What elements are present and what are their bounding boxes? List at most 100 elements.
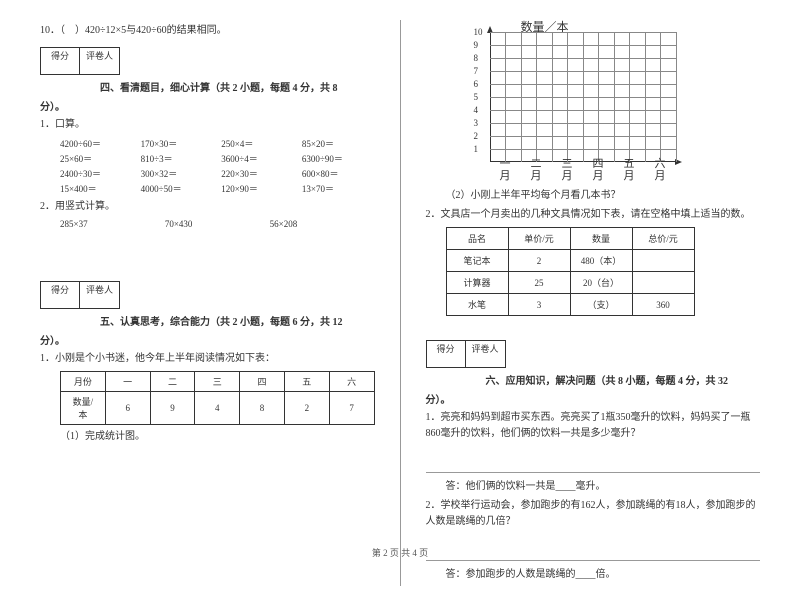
calc-item: 13×70＝ [302,182,375,195]
table-cell [632,250,694,272]
calc-item: 4200÷60＝ [60,137,133,150]
x-tick-label: 四月 [593,158,604,182]
calc-item: 25×60＝ [60,152,133,165]
calc-item: 120×90＝ [221,182,294,195]
y-tick-label: 4 [474,105,479,115]
left-column: 10．（ ）420÷12×5与420÷60的结果相同。 得分 评卷人 四、看清题… [40,20,375,586]
vertical-calc: 285×37 70×430 56×208 [60,219,375,229]
table-header: 五 [284,372,329,392]
table-cell: 6 [105,392,150,425]
calc-item: 3600÷4＝ [221,152,294,165]
table-cell: 3 [508,294,570,316]
section-5-title: 五、认真思考，综合能力（共 2 小题，每题 6 分，共 12 [100,313,375,328]
vcalc-item: 56×208 [270,219,375,229]
x-tick-label: 二月 [531,158,542,182]
table-header: 数量 [570,228,632,250]
table-cell: 480（本） [570,250,632,272]
grid-area [490,32,676,162]
calc-item: 2400÷30＝ [60,167,133,180]
grid-line-v [614,32,615,162]
grid-line-v [536,32,537,162]
table-header: 一 [105,372,150,392]
column-divider [400,20,401,586]
x-tick-label: 六月 [655,158,666,182]
calc-item: 85×20＝ [302,137,375,150]
table-header: 二 [150,372,195,392]
table-header: 六 [329,372,374,392]
x-tick-label: 五月 [624,158,635,182]
vcalc-item: 285×37 [60,219,165,229]
y-tick-label: 10 [474,27,483,37]
calc-item: 15×400＝ [60,182,133,195]
calc-item: 4000÷50＝ [141,182,214,195]
table-cell: 笔记本 [446,250,508,272]
table-cell: 8 [240,392,285,425]
table-cell: 2 [284,392,329,425]
x-tick-label: 一月 [500,158,511,182]
page-footer: 第 2 页 共 4 页 [0,546,800,559]
grid-line-v [505,32,506,162]
calc-item: 220×30＝ [221,167,294,180]
q5-1: 1．小刚是个小书迷，他今年上半年阅读情况如下表： [40,351,375,367]
y-tick-label: 9 [474,40,479,50]
calc-item: 810÷3＝ [141,152,214,165]
section-4-end: 分）。 [40,98,375,113]
table-cell: 25 [508,272,570,294]
grader-cell: 评卷人 [80,281,120,309]
score-box-5: 得分 评卷人 [40,281,375,309]
q6-1-answer: 答：他们俩的饮料一共是____毫升。 [446,479,761,495]
table-row: 月份 一 二 三 四 五 六 [61,372,375,392]
table-row: 笔记本 2 480（本） [446,250,694,272]
table-cell: 7 [329,392,374,425]
calc-item: 300×32＝ [141,167,214,180]
q5-2: （2）小刚上半年平均每个月看几本书？ [446,188,761,204]
section-6-end: 分）。 [426,391,761,406]
calc-item: 250×4＝ [221,137,294,150]
x-tick-label: 三月 [562,158,573,182]
table-cell: 水笔 [446,294,508,316]
y-tick-label: 5 [474,92,479,102]
q2: 2．文具店一个月卖出的几种文具情况如下表，请在空格中填上适当的数。 [426,207,761,223]
answer-line [426,472,761,473]
table-cell: （支） [570,294,632,316]
grader-cell: 评卷人 [80,47,120,75]
grader-cell: 评卷人 [466,340,506,368]
section-6-title: 六、应用知识，解决问题（共 8 小题，每题 4 分，共 32 [486,372,761,387]
grid-line-v [521,32,522,162]
grid-line-v [676,32,677,162]
section-5-end: 分）。 [40,332,375,347]
table-cell: 数量/本 [61,392,106,425]
y-tick-label: 7 [474,66,479,76]
grid-line-v [645,32,646,162]
table-cell: 9 [150,392,195,425]
table-cell: 4 [195,392,240,425]
table-header: 品名 [446,228,508,250]
y-tick-label: 8 [474,53,479,63]
q4-2: 2．用竖式计算。 [40,199,375,215]
bar-chart-grid: 数量／本 12345678910一月二月三月四月五月六月 [466,20,686,180]
calc-item: 600×80＝ [302,167,375,180]
q6-1: 1．亮亮和妈妈到超市买东西。亮亮买了1瓶350毫升的饮料，妈妈买了一瓶860毫升… [426,410,761,442]
table-cell: 20（台） [570,272,632,294]
calc-item: 170×30＝ [141,137,214,150]
right-column: 数量／本 12345678910一月二月三月四月五月六月 （2）小刚上半年平均每… [426,20,761,586]
score-box-4: 得分 评卷人 [40,47,375,75]
q4-1: 1．口算。 [40,117,375,133]
section-4-title: 四、看清题目，细心计算（共 2 小题，每题 4 分，共 8 [100,79,375,94]
score-cell: 得分 [40,47,80,75]
y-tick-label: 1 [474,144,479,154]
grid-line-v [567,32,568,162]
question-10: 10．（ ）420÷12×5与420÷60的结果相同。 [40,23,375,39]
table-cell [632,272,694,294]
score-cell: 得分 [40,281,80,309]
table-row: 水笔 3 （支） 360 [446,294,694,316]
table-cell: 计算器 [446,272,508,294]
table-header: 三 [195,372,240,392]
table-header: 总价/元 [632,228,694,250]
grid-line-v [583,32,584,162]
table-header: 月份 [61,372,106,392]
grid-line-v [660,32,661,162]
answer-line [426,560,761,561]
y-tick-label: 6 [474,79,479,89]
table-row: 计算器 25 20（台） [446,272,694,294]
